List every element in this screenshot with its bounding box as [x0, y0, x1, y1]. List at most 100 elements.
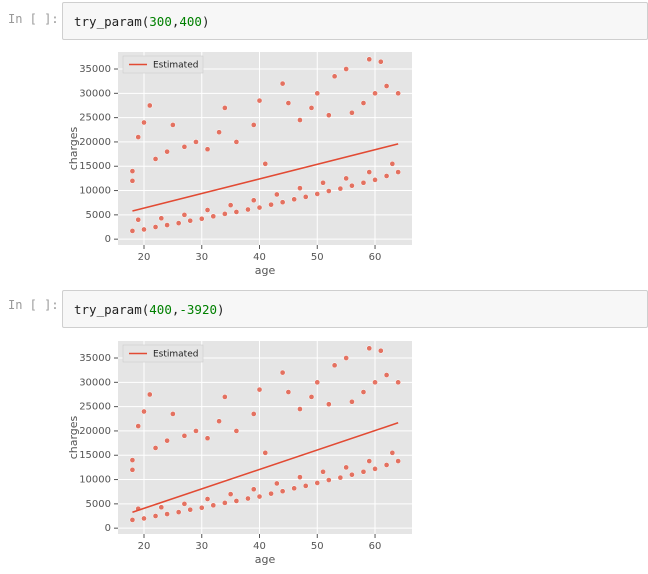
scatter-point — [279, 80, 286, 87]
scatter-point — [314, 379, 321, 386]
scatter-point — [279, 369, 286, 376]
scatter-point — [193, 428, 199, 434]
scatter-point — [164, 222, 170, 228]
code-token: 400 — [179, 14, 202, 29]
scatter-point — [308, 105, 315, 111]
y-tick-label: 35000 — [79, 353, 111, 364]
y-tick-label: 35000 — [79, 64, 111, 75]
scatter-point — [349, 398, 355, 405]
scatter-point — [325, 188, 332, 194]
scatter-point — [152, 513, 159, 519]
scatter-point — [325, 401, 332, 408]
scatter-point — [227, 202, 234, 208]
y-tick-label: 15000 — [79, 161, 111, 172]
scatter-point — [320, 179, 326, 186]
scatter-point — [250, 197, 257, 204]
scatter-point — [360, 100, 367, 106]
scatter-point — [273, 480, 280, 487]
y-tick-label: 5000 — [86, 210, 111, 221]
scatter-point — [285, 389, 292, 395]
legend-box — [122, 344, 204, 363]
scatter-point — [262, 160, 269, 167]
y-tick-label: 0 — [105, 523, 111, 534]
scatter-point — [285, 100, 292, 106]
scatter-point — [158, 504, 165, 511]
y-tick-label: 0 — [105, 234, 111, 245]
scatter-point — [256, 386, 263, 393]
scatter-point — [175, 509, 182, 515]
x-tick-label: 20 — [138, 541, 151, 552]
cell-prompt: In [ ]: — [8, 298, 59, 312]
scatter-point — [314, 480, 321, 486]
scatter-point — [250, 411, 257, 417]
scatter-point — [210, 213, 217, 220]
x-axis-label: age — [255, 553, 276, 566]
y-tick-label: 10000 — [79, 475, 111, 486]
scatter-point — [349, 109, 355, 116]
scatter-point — [152, 156, 159, 162]
scatter-point — [198, 215, 205, 222]
code-token: try_param( — [74, 14, 150, 29]
scatter-point — [152, 445, 159, 451]
scatter-point — [141, 408, 147, 415]
scatter-point — [129, 228, 136, 234]
scatter-point — [349, 182, 355, 189]
scatter-point — [181, 143, 188, 150]
scatter-point — [181, 212, 188, 218]
code-token: 300 — [149, 14, 172, 29]
scatter-point — [297, 474, 303, 480]
scatter-point — [337, 185, 344, 192]
y-tick-label: 25000 — [79, 402, 111, 413]
code-cell[interactable]: try_param(300,400) — [62, 2, 648, 40]
scatter-point — [204, 207, 211, 213]
legend-label: Estimated — [153, 350, 198, 360]
scatter-point — [170, 122, 176, 128]
code-cell[interactable]: try_param(400,-3920) — [62, 290, 648, 328]
y-tick-label: 10000 — [79, 186, 111, 197]
scatter-point — [343, 66, 350, 72]
cell-prompt: In [ ]: — [8, 12, 59, 26]
scatter-point — [135, 216, 142, 223]
scatter-point — [366, 169, 373, 175]
scatter-point — [377, 347, 384, 354]
scatter-point — [395, 90, 401, 97]
scatter-point — [343, 355, 350, 361]
x-tick-label: 40 — [253, 252, 266, 263]
scatter-point — [181, 432, 188, 439]
scatter-point — [233, 209, 240, 215]
code-token: 400 — [149, 302, 172, 317]
scatter-point — [141, 226, 147, 233]
x-tick-label: 50 — [311, 252, 324, 263]
scatter-point — [146, 102, 153, 109]
scatter-point — [129, 457, 136, 463]
scatter-point — [158, 215, 165, 222]
y-tick-label: 30000 — [79, 88, 111, 99]
scatter-point — [204, 146, 211, 153]
scatter-point — [129, 466, 136, 473]
scatter-point — [279, 199, 286, 206]
scatter-point — [256, 204, 263, 211]
code-token: ) — [217, 302, 225, 317]
code-token: -3920 — [179, 302, 218, 317]
scatter-point — [372, 177, 378, 183]
scatter-point — [262, 449, 269, 456]
scatter-point — [268, 490, 274, 497]
scatter-point — [297, 185, 303, 191]
scatter-point — [222, 211, 228, 217]
scatter-point — [395, 458, 401, 464]
legend-label: Estimated — [153, 61, 198, 71]
scatter-point — [250, 486, 257, 493]
y-tick-label: 30000 — [79, 377, 111, 388]
scatter-point — [366, 56, 373, 63]
scatter-point — [389, 160, 396, 167]
scatter-point — [279, 488, 286, 495]
x-tick-label: 40 — [253, 541, 266, 552]
scatter-point — [256, 97, 263, 104]
scatter-point — [210, 502, 217, 509]
scatter-point — [170, 411, 176, 417]
scatter-point — [146, 391, 153, 398]
scatter-point — [164, 511, 170, 517]
scatter-point — [383, 372, 390, 378]
scatter-point — [349, 471, 355, 478]
scatter-point — [175, 220, 182, 226]
